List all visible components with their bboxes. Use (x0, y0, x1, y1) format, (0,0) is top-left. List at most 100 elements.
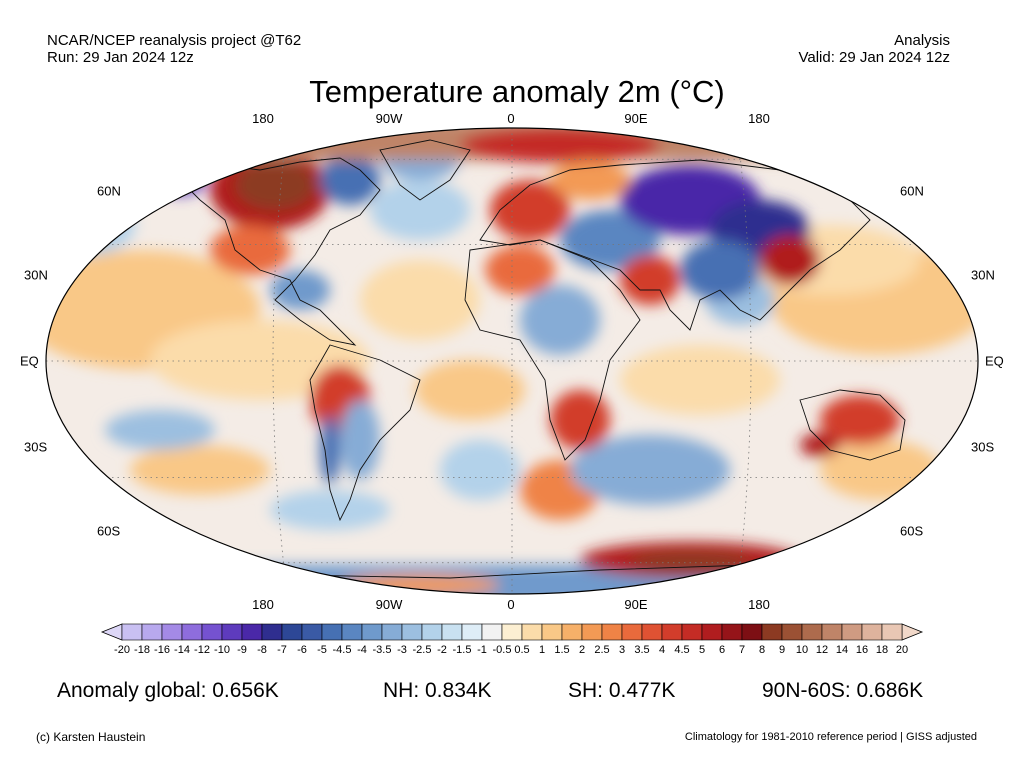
colorbar-swatch (761, 623, 783, 641)
colorbar-tick-label: -2.5 (413, 644, 432, 656)
colorbar-tick-label: -6 (297, 644, 307, 656)
colorbar-tick-label: 4 (659, 644, 665, 656)
colorbar-tick-label: 3 (619, 644, 625, 656)
colorbar-tick-label: 3.5 (634, 644, 649, 656)
project-label: NCAR/NCEP reanalysis project @T62 (47, 32, 302, 49)
colorbar-swatch (121, 623, 143, 641)
colorbar-swatch (661, 623, 683, 641)
colorbar-tick-label: -14 (174, 644, 190, 656)
colorbar-swatch (361, 623, 383, 641)
colorbar-swatch (541, 623, 563, 641)
globe-outline (45, 127, 979, 595)
colorbar-tick-label: 16 (856, 644, 868, 656)
colorbar-swatch (861, 623, 883, 641)
colorbar-swatch (481, 623, 503, 641)
colorbar-swatch (161, 623, 183, 641)
colorbar-swatch (141, 623, 163, 641)
run-label: Run: 29 Jan 2024 12z (47, 49, 194, 66)
colorbar-tick-label: 14 (836, 644, 848, 656)
colorbar-swatch (781, 623, 803, 641)
colorbar-tick-label: -7 (277, 644, 287, 656)
colorbar-tick-label: -4.5 (333, 644, 352, 656)
colorbar-tick-label: 18 (876, 644, 888, 656)
colorbar-tick-label: 4.5 (674, 644, 689, 656)
colorbar-swatch (641, 623, 663, 641)
colorbar-tick-label: 2 (579, 644, 585, 656)
colorbar-swatch (681, 623, 703, 641)
lat-label-left-30s: 30S (24, 439, 48, 455)
map-title: Temperature anomaly 2m (°C) (309, 74, 725, 109)
credit-label: (c) Karsten Haustein (36, 730, 146, 744)
lat-label-left-60s: 60S (97, 523, 121, 539)
colorbar-swatch (441, 623, 463, 641)
lon-label-top-180w: 180 (252, 111, 274, 126)
colorbar-swatch (261, 623, 283, 641)
lat-label-left-eq: EQ (20, 353, 39, 369)
colorbar-tick-label: 2.5 (594, 644, 609, 656)
colorbar-tick-label: -3 (397, 644, 407, 656)
colorbar-swatch (721, 623, 743, 641)
colorbar-swatch (201, 623, 223, 641)
colorbar-tick-label: -10 (214, 644, 230, 656)
colorbar-tick-label: -1.5 (453, 644, 472, 656)
colorbar-tick-label: 12 (816, 644, 828, 656)
colorbar-tick-label: 1.5 (554, 644, 569, 656)
colorbar-swatch (241, 623, 263, 641)
stat-sh: SH: 0.477K (568, 679, 676, 702)
colorbar-tick-label: -1 (477, 644, 487, 656)
colorbar-swatch (521, 623, 543, 641)
climatology-note: Climatology for 1981-2010 reference peri… (684, 731, 977, 743)
stat-global: Anomaly global: 0.656K (57, 679, 279, 702)
colorbar-tick-label: 0.5 (514, 644, 529, 656)
lon-label-bottom-90e: 90E (624, 597, 648, 612)
colorbar-swatch (301, 623, 323, 641)
lon-label-bottom-180e: 180 (748, 597, 770, 612)
colorbar-swatch (281, 623, 303, 641)
colorbar-swatch (581, 623, 603, 641)
colorbar-tick-label: -12 (194, 644, 210, 656)
colorbar-over-triangle (901, 623, 924, 641)
lat-label-right-60n: 60N (900, 183, 924, 199)
colorbar-swatch (701, 623, 723, 641)
colorbar-tick-label: 9 (779, 644, 785, 656)
lon-label-top-180e: 180 (748, 111, 770, 126)
colorbar-tick-label: 8 (759, 644, 765, 656)
colorbar-tick-label: -20 (114, 644, 130, 656)
colorbar-swatch (341, 623, 363, 641)
lat-label-right-eq: EQ (985, 353, 1004, 369)
colorbar-tick-label: -9 (237, 644, 247, 656)
lat-label-right-60s: 60S (900, 523, 924, 539)
colorbar-tick-label: 6 (719, 644, 725, 656)
stat-nh: NH: 0.834K (383, 679, 492, 702)
lon-label-top-90e: 90E (624, 111, 648, 126)
lat-label-right-30n: 30N (971, 267, 995, 283)
colorbar-swatch (821, 623, 843, 641)
colorbar-swatch (181, 623, 203, 641)
colorbar-tick-label: -18 (134, 644, 150, 656)
colorbar-tick-label: 1 (539, 644, 545, 656)
colorbar-swatch (741, 623, 763, 641)
colorbar-swatch (221, 623, 243, 641)
colorbar-tick-label: -2 (437, 644, 447, 656)
colorbar-tick-label: -0.5 (493, 644, 512, 656)
lon-label-top-0: 0 (507, 111, 515, 126)
colorbar-tick-label: -3.5 (373, 644, 392, 656)
colorbar-swatch (381, 623, 403, 641)
colorbar-tick-label: -5 (317, 644, 327, 656)
stat-90n-60s: 90N-60S: 0.686K (762, 679, 924, 702)
valid-label: Valid: 29 Jan 2024 12z (798, 49, 950, 66)
lon-label-bottom-90w: 90W (375, 597, 403, 612)
analysis-label: Analysis (894, 32, 950, 49)
lon-label-bottom-0: 0 (507, 597, 515, 612)
colorbar-tick-label: -16 (154, 644, 170, 656)
lon-label-top-90w: 90W (375, 111, 403, 126)
colorbar-swatch (561, 623, 583, 641)
colorbar-swatch (881, 623, 903, 641)
colorbar-swatch (401, 623, 423, 641)
colorbar-tick-label: -8 (257, 644, 267, 656)
lat-label-left-60n: 60N (97, 183, 121, 199)
colorbar-swatch (801, 623, 823, 641)
colorbar-swatch (501, 623, 523, 641)
